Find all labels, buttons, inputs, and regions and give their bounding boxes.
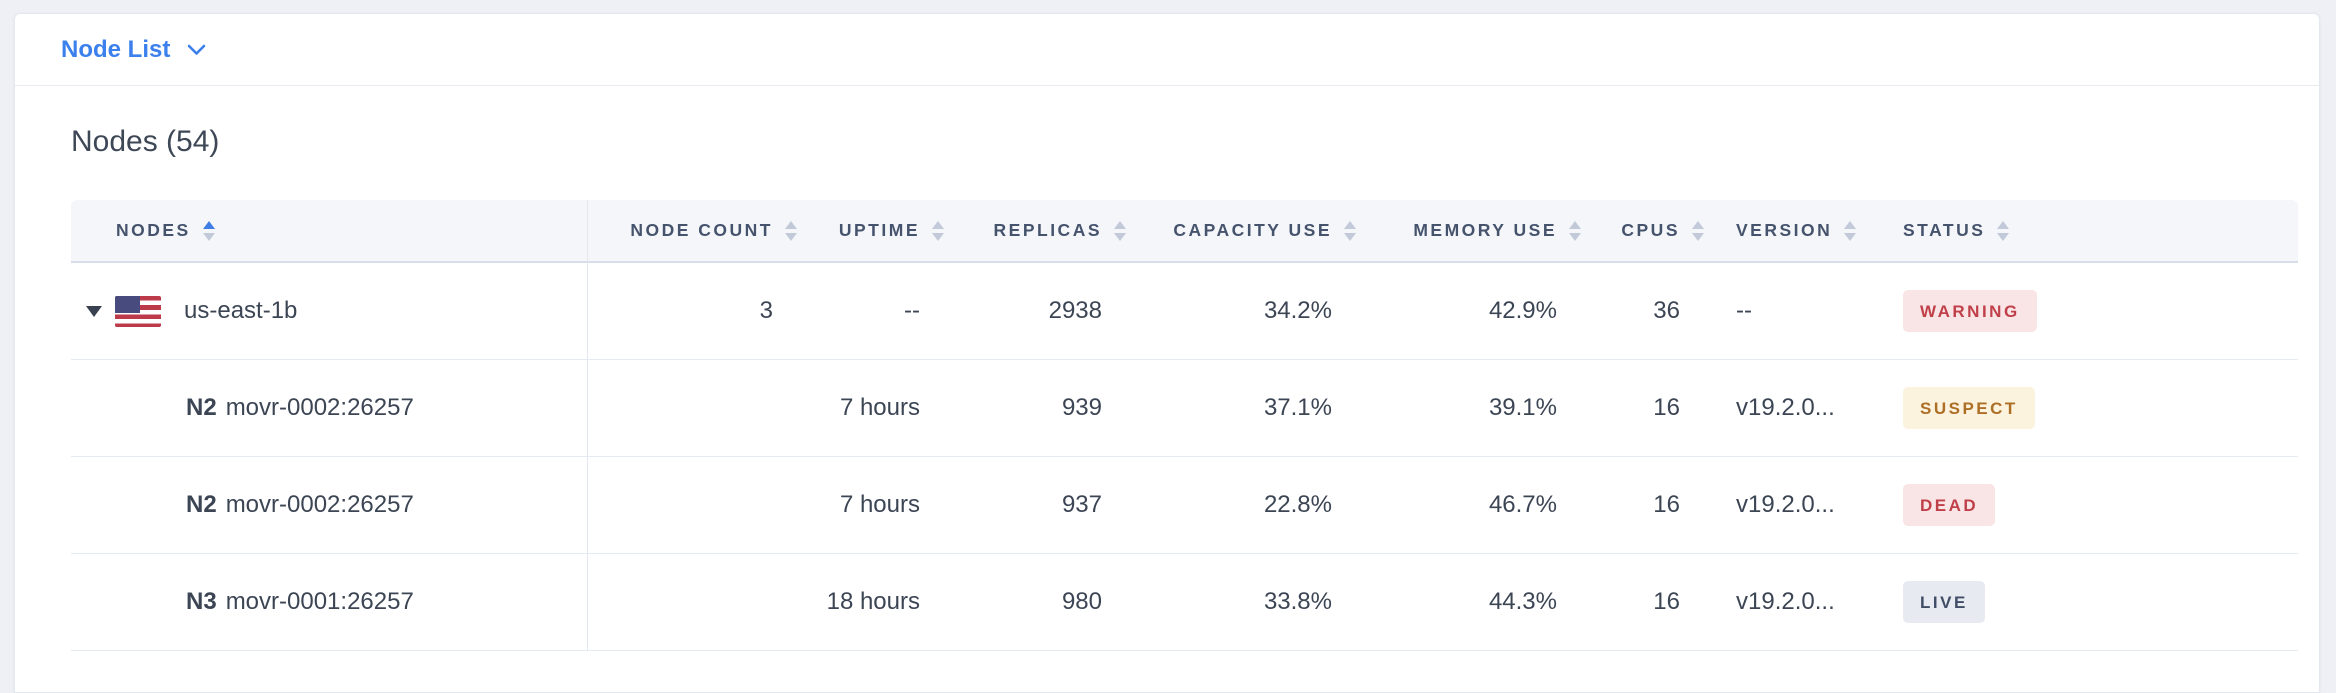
cell-cpus: 16 [1587,457,1710,554]
node-name: us-east-1b [184,297,298,324]
cell-status: DEAD [1878,457,2298,554]
column-label: NODES [116,220,191,240]
cell-replicas: 2938 [950,263,1132,360]
node-id: N3 [186,588,217,615]
cell-memory-use: 46.7% [1362,457,1587,554]
cell-capacity-use: 34.2% [1132,263,1362,360]
node-id: N2 [186,394,217,421]
cell-uptime: -- [803,263,950,360]
nodes-cell: N2 movr-0002:26257 [186,394,587,422]
cell-memory-use: 42.9% [1362,263,1587,360]
cell-cpus: 16 [1587,360,1710,457]
cell-node-count [588,554,803,651]
node-id: N2 [186,491,217,518]
cell-uptime: 18 hours [803,554,950,651]
sort-icon[interactable] [1692,220,1704,241]
status-badge: SUSPECT [1903,387,2035,429]
cell-cpus: 16 [1587,554,1710,651]
status-badge: LIVE [1903,581,1985,623]
breadcrumb: Node List [15,14,2319,86]
nodes-cell: N3 movr-0001:26257 [186,588,587,616]
nodes-table: NODES NODE COUNT UPTIME REPLICAS CAPACIT… [71,200,2298,651]
column-label: UPTIME [838,220,920,240]
column-label: CPUS [1621,220,1680,240]
column-label: VERSION [1736,220,1833,240]
node-name: movr-0002:26257 [225,394,414,421]
column-label: MEMORY USE [1413,220,1557,240]
cell-node-count [588,360,803,457]
cell-version: v19.2.0... [1710,554,1878,651]
column-header-replicas[interactable]: REPLICAS [950,200,1132,263]
cell-capacity-use: 22.8% [1132,457,1362,554]
sort-icon[interactable] [1344,220,1356,241]
node-name: movr-0002:26257 [225,491,414,518]
column-header-uptime[interactable]: UPTIME [803,200,950,263]
table-body: us-east-1b 3 -- 2938 34.2% 42.9% 36 -- W… [71,263,2298,651]
cell-node-count [588,457,803,554]
cell-memory-use: 44.3% [1362,554,1587,651]
flag-canton [115,295,140,313]
cell-version: v19.2.0... [1710,360,1878,457]
column-header-node-count[interactable]: NODE COUNT [588,200,803,263]
cell-capacity-use: 33.8% [1132,554,1362,651]
sort-icon[interactable] [785,220,797,241]
column-label: CAPACITY USE [1173,220,1332,240]
sort-icon[interactable] [1844,220,1857,241]
node-list-dropdown-label: Node List [61,35,171,63]
column-header-cpus[interactable]: CPUS [1587,200,1710,263]
column-header-status[interactable]: STATUS [1878,200,2298,263]
column-label: STATUS [1903,220,1986,240]
cell-replicas: 937 [950,457,1132,554]
node-name: movr-0001:26257 [225,588,414,615]
table-row[interactable]: us-east-1b 3 -- 2938 34.2% 42.9% 36 -- W… [71,263,2298,360]
content-area: Nodes (54) NODES NODE COUNT UPTIME [15,124,2319,651]
column-header-capacity-use[interactable]: CAPACITY USE [1132,200,1362,263]
table-row[interactable]: N3 movr-0001:26257 18 hours 980 33.8% 44… [71,554,2298,651]
sort-icon[interactable] [1569,220,1581,241]
status-badge: WARNING [1903,290,2037,332]
nodes-cell: us-east-1b [86,295,587,327]
table-row[interactable]: N2 movr-0002:26257 7 hours 937 22.8% 46.… [71,457,2298,554]
node-list-dropdown[interactable]: Node List [61,35,206,63]
cell-replicas: 939 [950,360,1132,457]
status-badge: DEAD [1903,484,1996,526]
expand-caret-icon[interactable] [86,305,102,317]
table-row[interactable]: N2 movr-0002:26257 7 hours 939 37.1% 39.… [71,360,2298,457]
sort-icon[interactable] [202,220,215,241]
nodes-cell: N2 movr-0002:26257 [186,491,587,519]
cell-status: WARNING [1878,263,2298,360]
cell-replicas: 980 [950,554,1132,651]
column-label: REPLICAS [993,220,1102,240]
cell-memory-use: 39.1% [1362,360,1587,457]
node-list-card: Node List Nodes (54) NODES [14,13,2320,693]
cell-capacity-use: 37.1% [1132,360,1362,457]
sort-icon[interactable] [1997,220,2010,241]
cell-version: -- [1710,263,1878,360]
cell-version: v19.2.0... [1710,457,1878,554]
cell-uptime: 7 hours [803,360,950,457]
cell-status: SUSPECT [1878,360,2298,457]
us-flag-icon [115,295,161,327]
table-header-row: NODES NODE COUNT UPTIME REPLICAS CAPACIT… [71,200,2298,263]
sort-icon[interactable] [932,220,944,241]
cell-uptime: 7 hours [803,457,950,554]
cell-status: LIVE [1878,554,2298,651]
column-header-memory-use[interactable]: MEMORY USE [1362,200,1587,263]
cell-cpus: 36 [1587,263,1710,360]
column-label: NODE COUNT [630,220,773,240]
column-header-nodes[interactable]: NODES [71,200,588,263]
chevron-down-icon [187,44,206,59]
cell-node-count: 3 [588,263,803,360]
page-title: Nodes (54) [71,125,220,158]
sort-icon[interactable] [1114,220,1126,241]
column-header-version[interactable]: VERSION [1710,200,1878,263]
